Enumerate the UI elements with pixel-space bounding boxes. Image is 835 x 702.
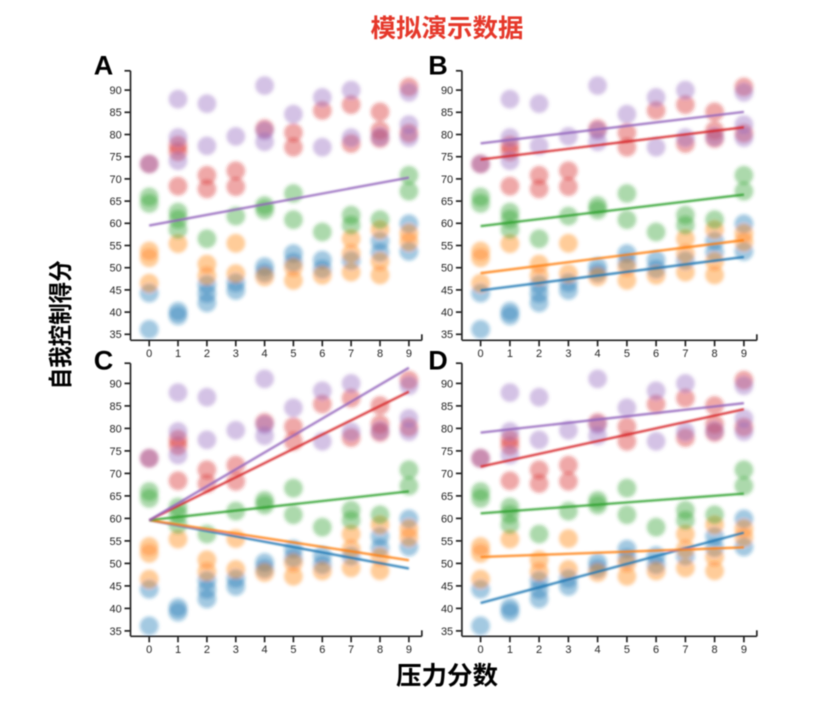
svg-text:70: 70 bbox=[441, 468, 453, 480]
svg-text:55: 55 bbox=[441, 240, 453, 252]
svg-text:7: 7 bbox=[348, 348, 354, 360]
svg-text:45: 45 bbox=[110, 285, 122, 297]
svg-text:80: 80 bbox=[441, 129, 453, 141]
svg-text:75: 75 bbox=[110, 152, 122, 164]
svg-text:8: 8 bbox=[377, 348, 383, 360]
svg-text:85: 85 bbox=[441, 107, 453, 119]
svg-text:6: 6 bbox=[319, 644, 325, 656]
svg-text:45: 45 bbox=[110, 581, 122, 593]
svg-text:0: 0 bbox=[146, 348, 152, 360]
svg-text:3: 3 bbox=[565, 644, 571, 656]
svg-text:55: 55 bbox=[110, 536, 122, 548]
svg-text:60: 60 bbox=[441, 218, 453, 230]
svg-text:2: 2 bbox=[536, 644, 542, 656]
svg-text:50: 50 bbox=[441, 558, 453, 570]
svg-text:85: 85 bbox=[441, 401, 453, 413]
svg-text:40: 40 bbox=[441, 603, 453, 615]
svg-text:2: 2 bbox=[536, 348, 542, 360]
svg-text:35: 35 bbox=[441, 329, 453, 341]
svg-text:1: 1 bbox=[507, 348, 513, 360]
svg-text:35: 35 bbox=[441, 626, 453, 638]
svg-text:9: 9 bbox=[741, 644, 747, 656]
svg-text:C: C bbox=[94, 345, 114, 375]
svg-text:5: 5 bbox=[290, 348, 296, 360]
svg-text:3: 3 bbox=[233, 348, 239, 360]
svg-text:9: 9 bbox=[406, 644, 412, 656]
svg-text:70: 70 bbox=[110, 174, 122, 186]
svg-text:50: 50 bbox=[110, 558, 122, 570]
svg-text:65: 65 bbox=[441, 491, 453, 503]
svg-text:1: 1 bbox=[507, 644, 513, 656]
svg-text:85: 85 bbox=[110, 401, 122, 413]
svg-text:9: 9 bbox=[406, 348, 412, 360]
svg-text:80: 80 bbox=[110, 423, 122, 435]
svg-text:4: 4 bbox=[262, 644, 268, 656]
svg-text:65: 65 bbox=[441, 196, 453, 208]
svg-text:85: 85 bbox=[110, 107, 122, 119]
svg-text:2: 2 bbox=[204, 644, 210, 656]
svg-text:2: 2 bbox=[204, 348, 210, 360]
svg-text:75: 75 bbox=[110, 446, 122, 458]
svg-text:5: 5 bbox=[290, 644, 296, 656]
svg-text:90: 90 bbox=[110, 85, 122, 97]
svg-text:90: 90 bbox=[110, 378, 122, 390]
svg-text:50: 50 bbox=[441, 263, 453, 275]
svg-text:7: 7 bbox=[682, 348, 688, 360]
svg-text:0: 0 bbox=[146, 644, 152, 656]
svg-text:45: 45 bbox=[441, 581, 453, 593]
svg-text:D: D bbox=[428, 345, 448, 375]
svg-text:8: 8 bbox=[712, 348, 718, 360]
svg-text:70: 70 bbox=[110, 468, 122, 480]
svg-text:50: 50 bbox=[110, 263, 122, 275]
svg-text:45: 45 bbox=[441, 285, 453, 297]
svg-text:7: 7 bbox=[682, 644, 688, 656]
svg-text:40: 40 bbox=[110, 307, 122, 319]
svg-text:40: 40 bbox=[441, 307, 453, 319]
svg-text:B: B bbox=[428, 51, 448, 81]
svg-text:A: A bbox=[94, 51, 114, 81]
svg-text:6: 6 bbox=[653, 644, 659, 656]
svg-text:9: 9 bbox=[741, 348, 747, 360]
svg-text:75: 75 bbox=[441, 446, 453, 458]
svg-text:7: 7 bbox=[348, 644, 354, 656]
svg-text:0: 0 bbox=[478, 348, 484, 360]
svg-text:8: 8 bbox=[377, 644, 383, 656]
svg-text:1: 1 bbox=[175, 348, 181, 360]
svg-text:8: 8 bbox=[712, 644, 718, 656]
svg-text:3: 3 bbox=[233, 644, 239, 656]
svg-text:90: 90 bbox=[441, 378, 453, 390]
svg-text:75: 75 bbox=[441, 152, 453, 164]
svg-text:35: 35 bbox=[110, 626, 122, 638]
svg-text:4: 4 bbox=[262, 348, 268, 360]
svg-text:0: 0 bbox=[478, 644, 484, 656]
svg-text:3: 3 bbox=[565, 348, 571, 360]
svg-text:4: 4 bbox=[595, 348, 601, 360]
svg-text:5: 5 bbox=[624, 644, 630, 656]
svg-text:90: 90 bbox=[441, 85, 453, 97]
svg-text:5: 5 bbox=[624, 348, 630, 360]
svg-text:80: 80 bbox=[110, 129, 122, 141]
svg-text:60: 60 bbox=[441, 513, 453, 525]
svg-text:70: 70 bbox=[441, 174, 453, 186]
svg-text:4: 4 bbox=[595, 644, 601, 656]
svg-text:35: 35 bbox=[110, 329, 122, 341]
svg-text:6: 6 bbox=[653, 348, 659, 360]
svg-text:60: 60 bbox=[110, 218, 122, 230]
svg-text:6: 6 bbox=[319, 348, 325, 360]
svg-text:60: 60 bbox=[110, 513, 122, 525]
svg-text:65: 65 bbox=[110, 491, 122, 503]
svg-text:55: 55 bbox=[110, 240, 122, 252]
svg-text:55: 55 bbox=[441, 536, 453, 548]
svg-text:40: 40 bbox=[110, 603, 122, 615]
svg-text:1: 1 bbox=[175, 644, 181, 656]
svg-text:80: 80 bbox=[441, 423, 453, 435]
svg-text:65: 65 bbox=[110, 196, 122, 208]
